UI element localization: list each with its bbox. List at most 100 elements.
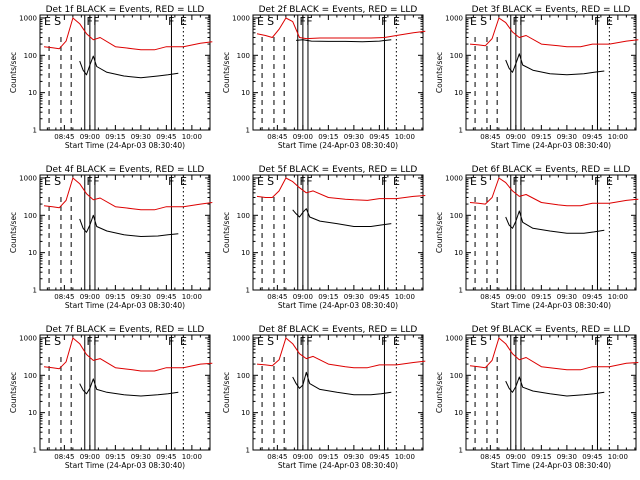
event-marker-label: F [512, 335, 518, 348]
panel-title: Det 7f BLACK = Events, RED = LLD [46, 325, 205, 335]
plot-frame [252, 174, 424, 291]
panel-det-9: Det 9f BLACK = Events, RED = LLD 1 10 100 10… [435, 325, 639, 470]
x-tick-label: 08:45 [267, 133, 287, 141]
x-tick-label: 09:00 [506, 453, 526, 461]
y-axis-label: Counts/sec [435, 372, 444, 413]
x-tick-label: 09:30 [344, 293, 364, 301]
panel-title: Det 8f BLACK = Events, RED = LLD [259, 325, 418, 335]
event-marker-label: F [519, 175, 525, 188]
plot-frame [39, 174, 211, 291]
y-tick-label: 1000 [232, 14, 250, 22]
panel-title: Det 5f BLACK = Events, RED = LLD [259, 165, 418, 175]
x-tick-label: 09:45 [582, 293, 602, 301]
x-axis-label: Start Time (24-Apr-03 08:30:40) [278, 301, 398, 310]
y-tick-label: 1000 [445, 174, 463, 182]
event-marker-label: F [299, 175, 305, 188]
event-marker-label: F [168, 175, 174, 188]
event-marker-label: F [299, 15, 305, 28]
event-marker-label: S [54, 175, 61, 188]
x-tick-label: 08:45 [480, 453, 500, 461]
x-tick-label: 09:45 [369, 453, 389, 461]
y-tick-label: 100 [450, 372, 463, 380]
x-tick-label: 10:00 [395, 133, 415, 141]
y-tick-label: 10 [454, 249, 463, 257]
event-marker-label: E [44, 335, 51, 348]
y-axis-label: Counts/sec [222, 52, 231, 93]
y-tick-label: 1 [33, 447, 37, 455]
y-axis-label: Counts/sec [435, 52, 444, 93]
event-marker-label: E [393, 175, 400, 188]
x-tick-label: 09:15 [105, 133, 125, 141]
event-marker-label: S [480, 175, 487, 188]
y-tick-label: 100 [237, 212, 250, 220]
x-tick-label: 10:00 [182, 133, 202, 141]
y-tick-label: 100 [24, 52, 37, 60]
x-tick-label: 09:45 [156, 133, 176, 141]
x-tick-label: 09:30 [131, 133, 151, 141]
panel-det-8: Det 8f BLACK = Events, RED = LLD 1 10 100 10… [222, 325, 426, 470]
events-series-line [505, 376, 605, 397]
y-tick-label: 10 [28, 409, 37, 417]
y-tick-label: 1000 [19, 14, 37, 22]
events-series-line [79, 214, 179, 237]
event-marker-label: F [93, 335, 99, 348]
y-tick-label: 10 [28, 89, 37, 97]
x-axis-label: Start Time (24-Apr-03 08:30:40) [278, 141, 398, 150]
event-marker-label: E [180, 175, 187, 188]
event-marker-label: E [257, 175, 264, 188]
x-axis-label: Start Time (24-Apr-03 08:30:40) [65, 461, 185, 470]
event-marker-label: E [44, 175, 51, 188]
x-tick-label: 09:30 [557, 293, 577, 301]
x-tick-label: 08:45 [54, 293, 74, 301]
x-tick-label: 09:30 [344, 133, 364, 141]
y-tick-label: 1 [459, 127, 463, 135]
lld-series-line [469, 177, 639, 207]
event-marker-label: F [93, 175, 99, 188]
x-tick-label: 09:15 [531, 453, 551, 461]
x-tick-label: 10:00 [182, 293, 202, 301]
panel-det-3: Det 3f BLACK = Events, RED = LLD 1 10 100 10… [435, 5, 639, 150]
x-axis-label: Start Time (24-Apr-03 08:30:40) [491, 461, 611, 470]
y-axis-label: Counts/sec [9, 212, 18, 253]
x-tick-label: 09:45 [582, 133, 602, 141]
x-tick-label: 08:45 [54, 133, 74, 141]
lld-series-line [43, 337, 213, 372]
x-tick-label: 10:00 [608, 133, 628, 141]
lld-series-line [256, 177, 426, 201]
y-tick-label: 1000 [232, 174, 250, 182]
x-tick-label: 08:45 [267, 453, 287, 461]
plot-frame [465, 334, 637, 451]
y-tick-label: 1 [246, 287, 250, 295]
x-tick-label: 08:45 [54, 453, 74, 461]
x-tick-label: 09:00 [293, 133, 313, 141]
x-tick-label: 09:30 [131, 453, 151, 461]
x-tick-label: 09:15 [318, 293, 338, 301]
y-tick-label: 100 [237, 52, 250, 60]
y-tick-label: 10 [28, 249, 37, 257]
y-tick-label: 1000 [445, 334, 463, 342]
x-axis-label: Start Time (24-Apr-03 08:30:40) [491, 141, 611, 150]
x-tick-label: 09:00 [506, 133, 526, 141]
x-tick-label: 09:45 [369, 293, 389, 301]
lld-series-line [469, 337, 639, 371]
y-tick-label: 1 [246, 447, 250, 455]
y-tick-label: 1 [33, 287, 37, 295]
events-series-line [79, 378, 179, 397]
x-tick-label: 09:15 [105, 293, 125, 301]
y-tick-label: 1000 [232, 334, 250, 342]
event-marker-label: F [93, 15, 99, 28]
event-marker-label: E [470, 335, 477, 348]
panel-det-4: Det 4f BLACK = Events, RED = LLD 1 10 100 10… [9, 165, 213, 310]
panel-title: Det 3f BLACK = Events, RED = LLD [472, 5, 631, 15]
event-marker-label: F [299, 335, 305, 348]
event-marker-label: F [519, 335, 525, 348]
x-tick-label: 09:45 [369, 133, 389, 141]
x-tick-label: 09:00 [80, 453, 100, 461]
panel-det-6: Det 6f BLACK = Events, RED = LLD 1 10 100 10… [435, 165, 639, 310]
y-tick-label: 1 [33, 127, 37, 135]
y-tick-label: 100 [237, 372, 250, 380]
x-tick-label: 10:00 [182, 453, 202, 461]
event-marker-label: F [306, 175, 312, 188]
event-marker-label: E [180, 335, 187, 348]
